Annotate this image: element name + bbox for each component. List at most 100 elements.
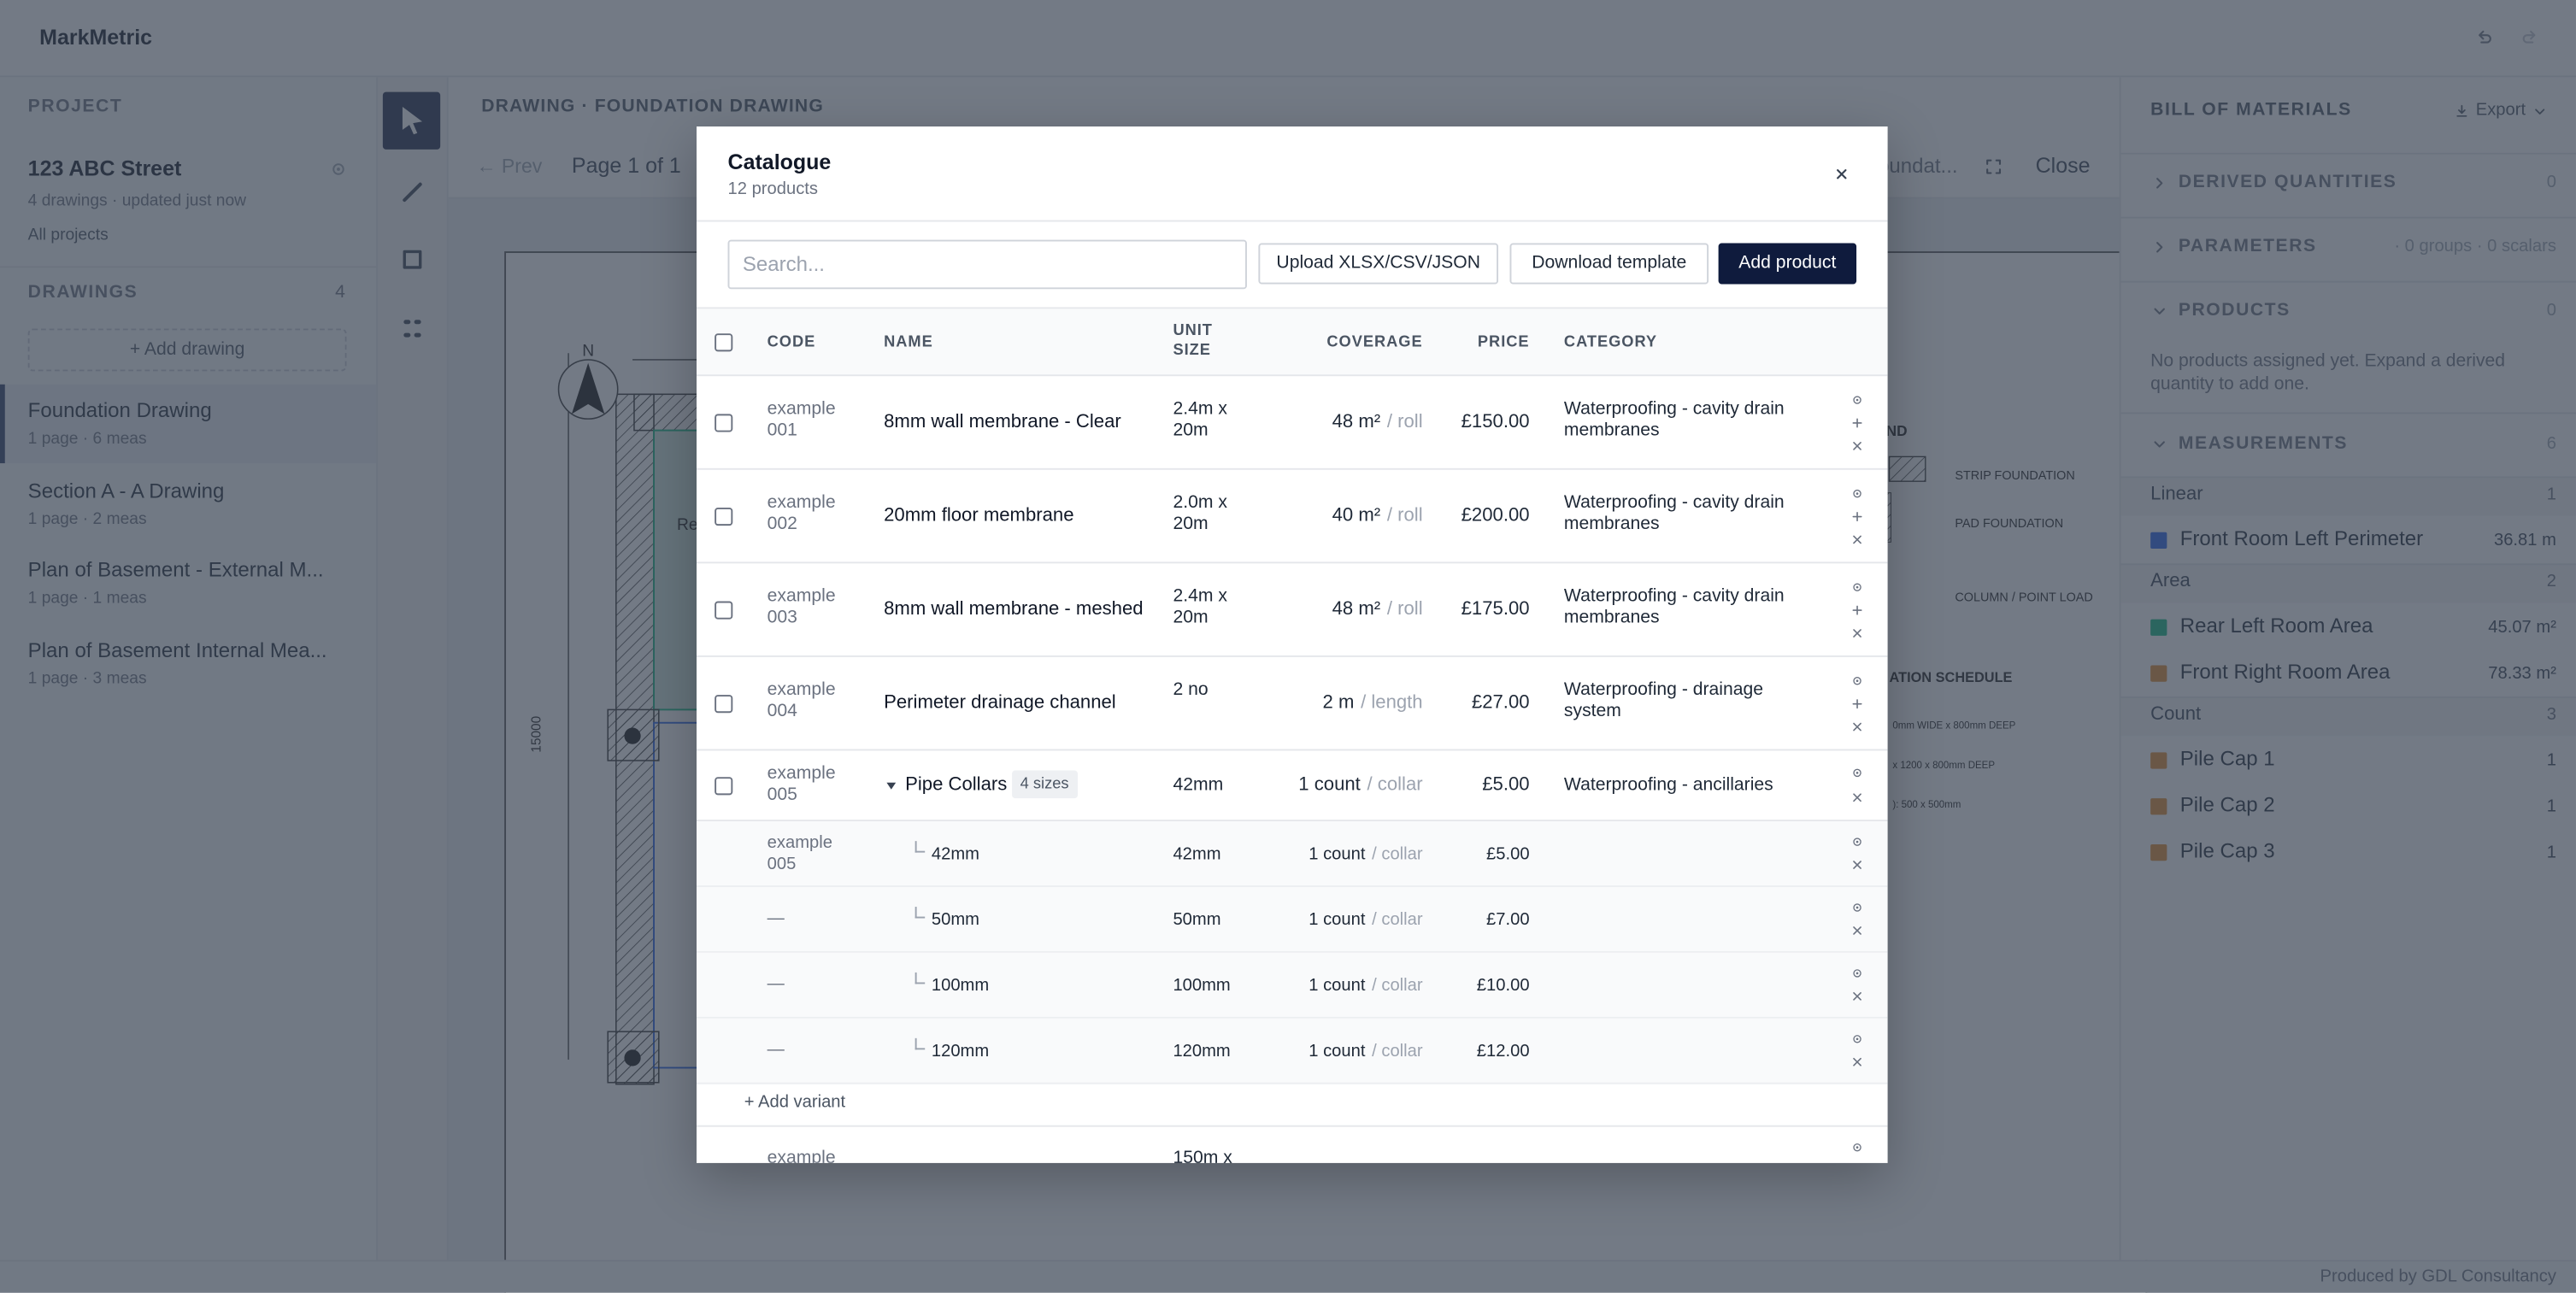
- icon-x[interactable]: [1851, 534, 1862, 545]
- icon-stroke: [1853, 535, 1861, 544]
- icon-plus[interactable]: [1851, 604, 1862, 615]
- icon-stroke: [1853, 861, 1861, 869]
- table-row[interactable]: [697, 563, 1888, 657]
- checkbox[interactable]: [715, 695, 733, 714]
- icon-x[interactable]: [1851, 721, 1862, 732]
- table-row[interactable]: [697, 657, 1888, 751]
- icon-plus[interactable]: [1851, 698, 1862, 709]
- variant-row[interactable]: [697, 821, 1888, 887]
- unit-size-cell: 50mm: [1173, 909, 1221, 930]
- variant-row[interactable]: [697, 952, 1888, 1019]
- checkbox[interactable]: [715, 333, 733, 352]
- unit-size-cell: 2.0m x 20m: [1173, 492, 1227, 534]
- icon-gear[interactable]: [1851, 902, 1862, 913]
- toolbar-button[interactable]: Download template: [1509, 243, 1709, 285]
- icon-x[interactable]: [1835, 168, 1848, 180]
- coverage-unit: / collar: [1367, 775, 1423, 796]
- divider: [697, 307, 1888, 309]
- coverage-cell: 1 count / collar: [1256, 909, 1423, 930]
- icon-x[interactable]: [1851, 925, 1862, 936]
- icon-gear[interactable]: [1851, 394, 1862, 405]
- coverage-unit: / collar: [1372, 909, 1423, 930]
- icon-gear[interactable]: [1851, 1033, 1862, 1044]
- icon-x[interactable]: [1851, 791, 1862, 802]
- column-header: CODE: [767, 333, 816, 352]
- name-cell: 50mm: [931, 909, 979, 930]
- name-cell: Pipe Collars: [905, 775, 1008, 796]
- gear-hub: [1856, 679, 1859, 683]
- toolbar-button[interactable]: Add product: [1718, 243, 1857, 285]
- gear-ring: [1853, 489, 1861, 498]
- name-cell: 42mm: [931, 844, 979, 865]
- gear-ring: [1853, 1143, 1861, 1152]
- icon-gear[interactable]: [1851, 767, 1862, 779]
- price-cell: £5.00: [1482, 775, 1530, 796]
- checkbox[interactable]: [715, 601, 733, 620]
- gear-hub: [1856, 972, 1859, 975]
- icon-plus[interactable]: [1851, 417, 1862, 428]
- icon-gear[interactable]: [1851, 967, 1862, 979]
- table-row[interactable]: [697, 470, 1888, 564]
- gear-ring: [1853, 768, 1861, 778]
- toolbar-button[interactable]: Upload XLSX/CSV/JSON: [1258, 243, 1499, 285]
- icon-gear[interactable]: [1851, 675, 1862, 686]
- price-cell: £10.00: [1476, 975, 1530, 996]
- table-row[interactable]: [697, 376, 1888, 470]
- icon-gear[interactable]: [1851, 1142, 1862, 1153]
- category-cell: Waterproofing - cavity drain membranes: [1563, 492, 1785, 534]
- coverage-cell: 1 count / collar: [1256, 775, 1423, 796]
- coverage-value: 1 count: [1298, 775, 1361, 796]
- code-cell: —: [767, 973, 785, 994]
- category-cell: Waterproofing - cavity drain membranes: [1563, 399, 1785, 441]
- code-cell: example 001: [767, 399, 836, 441]
- add-variant-button[interactable]: + Add variant: [744, 1092, 846, 1113]
- icon-stroke: [1852, 418, 1862, 428]
- unit-size-cell: 42mm: [1173, 844, 1221, 865]
- icon-x[interactable]: [1851, 627, 1862, 638]
- icon-x[interactable]: [1851, 1056, 1862, 1067]
- icon-x[interactable]: [1851, 440, 1862, 451]
- unit-size-cell: 2 no: [1173, 679, 1209, 700]
- name-cell: 20mm floor membrane: [884, 506, 1074, 526]
- name-cell: 8mm wall membrane - Clear: [884, 412, 1121, 432]
- icon-x[interactable]: [1851, 859, 1862, 870]
- coverage-value: 1 count: [1309, 909, 1366, 930]
- icon-tri[interactable]: [885, 780, 897, 791]
- coverage-unit: / collar: [1372, 1041, 1423, 1061]
- search-input[interactable]: Search...: [727, 239, 1247, 290]
- divider: [697, 1125, 1888, 1127]
- icon-gear[interactable]: [1851, 488, 1862, 499]
- unit-size-cell: 100mm: [1173, 975, 1231, 996]
- icon-stroke: [1852, 605, 1862, 615]
- icon-x[interactable]: [1851, 990, 1862, 1002]
- gear-ring: [1853, 969, 1861, 978]
- coverage-value: 40 m²: [1332, 506, 1381, 526]
- category-cell: Waterproofing - ancillaries: [1563, 775, 1773, 796]
- checkbox[interactable]: [715, 414, 733, 432]
- coverage-cell: 1 count / collar: [1256, 976, 1422, 996]
- table-header: [697, 309, 1888, 377]
- icon-stroke: [1852, 512, 1862, 522]
- category-cell: Waterproofing - cavity drain membranes: [1563, 586, 1785, 628]
- search-placeholder: Search...: [742, 253, 825, 276]
- icon-gear[interactable]: [1851, 581, 1862, 592]
- variant-connector: [915, 841, 926, 853]
- unit-size-cell: 2.4m x 20m: [1173, 586, 1227, 628]
- table-row[interactable]: [697, 750, 1888, 822]
- price-cell: £200.00: [1461, 506, 1530, 526]
- checkbox[interactable]: [715, 777, 733, 796]
- icon-stroke: [1853, 629, 1861, 638]
- gear-ring: [1853, 903, 1861, 912]
- divider: [697, 220, 1888, 222]
- icon-gear[interactable]: [1851, 836, 1862, 847]
- column-header: CATEGORY: [1563, 333, 1658, 352]
- icon-stroke: [1853, 442, 1861, 450]
- catalogue-modal: Catalogue 12 products Search... Upload XLSX…: [697, 126, 1888, 1163]
- variant-connector: [915, 1037, 926, 1050]
- variant-row[interactable]: [697, 1018, 1888, 1084]
- variant-row[interactable]: [697, 886, 1888, 953]
- icon-plus[interactable]: [1851, 511, 1862, 522]
- checkbox[interactable]: [715, 507, 733, 526]
- category-cell: Waterproofing - drainage system: [1563, 679, 1764, 721]
- coverage-cell: 1 count / collar: [1256, 844, 1422, 864]
